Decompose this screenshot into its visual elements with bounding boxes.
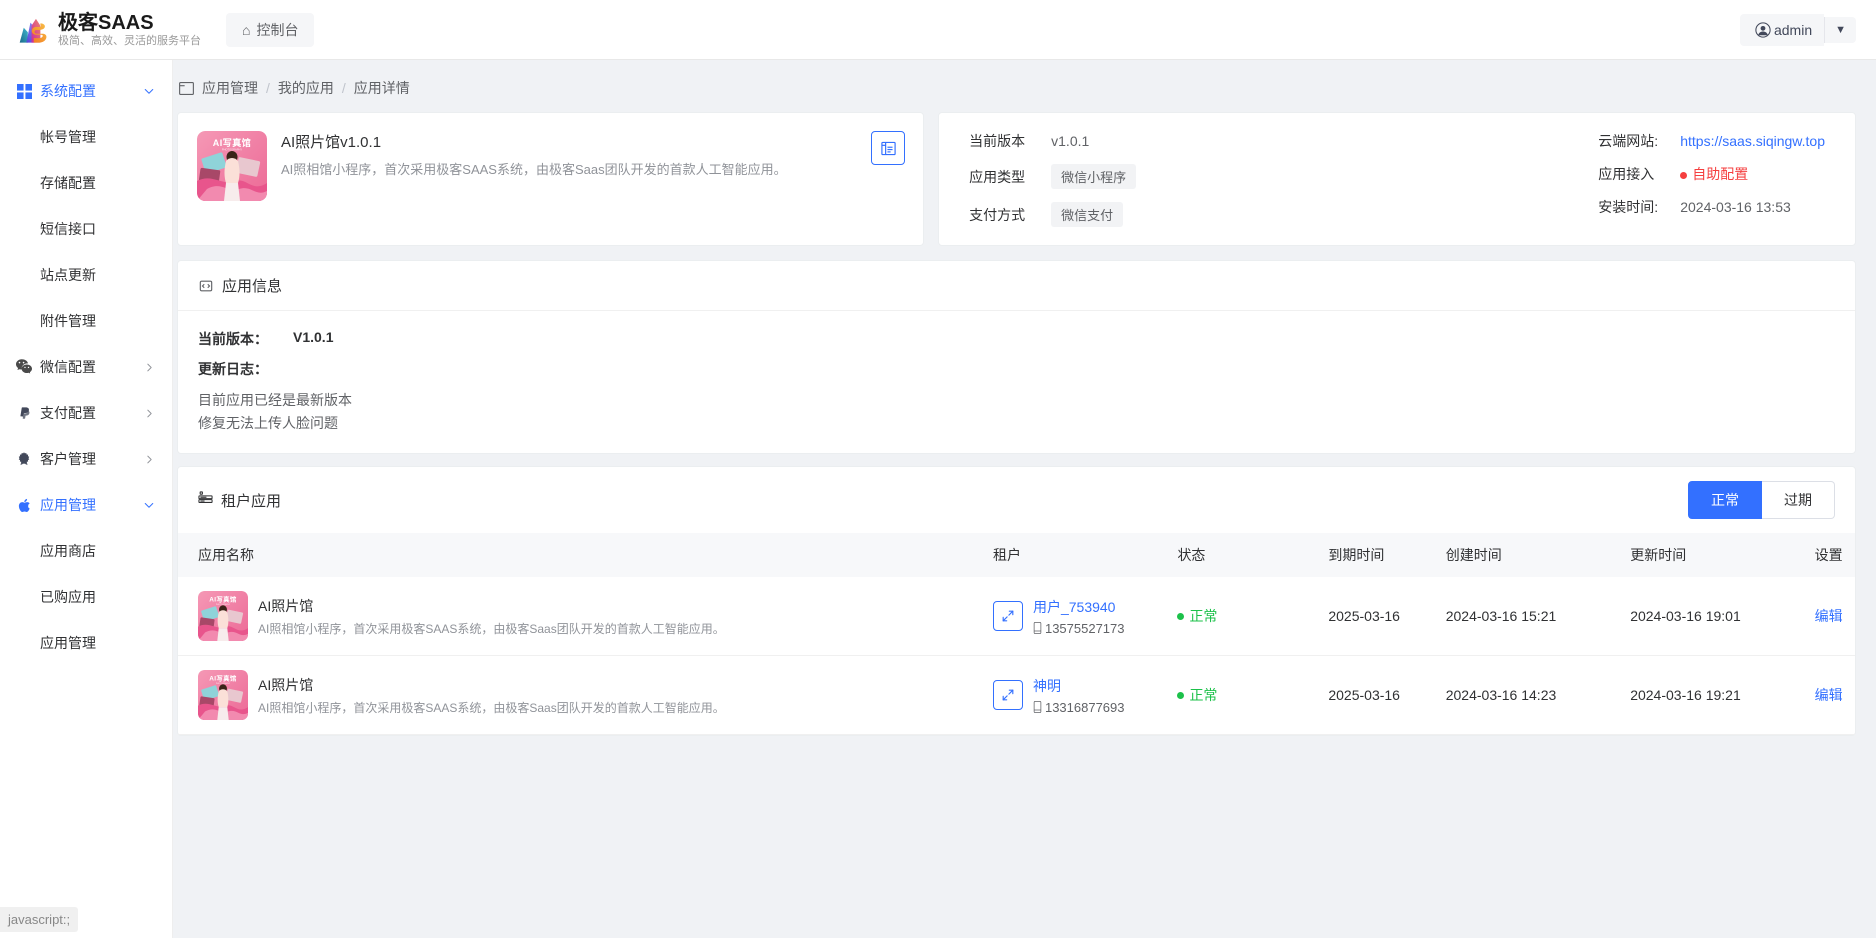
svg-text:PHOTOGRAPHY: PHOTOGRAPHY	[216, 682, 231, 685]
svg-text:AI写真馆: AI写真馆	[213, 137, 252, 148]
svg-text:AI写真馆: AI写真馆	[209, 674, 237, 683]
svg-text:PHOTOGRAPHY: PHOTOGRAPHY	[222, 148, 242, 152]
svg-text:AI写真馆: AI写真馆	[209, 595, 237, 604]
svg-text:PHOTOGRAPHY: PHOTOGRAPHY	[216, 603, 231, 606]
